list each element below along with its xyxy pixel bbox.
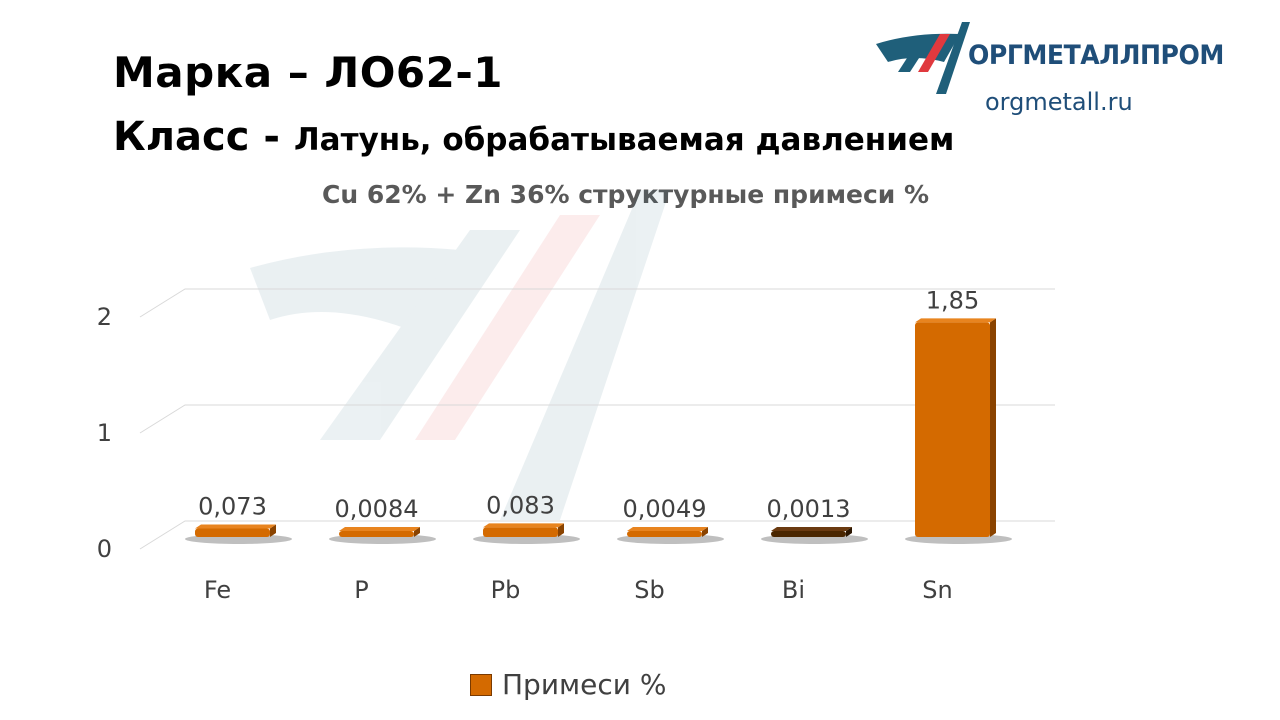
legend-label: Примеси %: [502, 668, 667, 701]
y-tick-label: 0: [97, 535, 112, 563]
data-label-bi: 0,0013: [767, 495, 851, 523]
y-tick-label: 2: [97, 303, 112, 331]
chart-bars: [185, 318, 1012, 544]
bar-pb: [473, 523, 580, 544]
gridline: [139, 288, 1055, 318]
gridline: [139, 520, 1055, 550]
bar-sb: [617, 527, 724, 544]
chart-watermark: [250, 190, 670, 520]
data-label-pb: 0,083: [486, 491, 555, 519]
class-heading: Класс - Латунь, обрабатываемая давлением: [113, 114, 954, 160]
legend-swatch: [470, 673, 492, 696]
grade-value: ЛО62-1: [324, 48, 504, 97]
chart-title: Cu 62% + Zn 36% структурные примеси %: [322, 180, 930, 209]
data-labels: 0,073 0,0084 0,083 0,0049 0,0013 1,85: [198, 286, 979, 523]
x-tick-label-fe: Fe: [204, 576, 231, 604]
data-label-fe: 0,073: [198, 493, 267, 521]
grade-heading: Марка – ЛО62-1: [113, 48, 503, 97]
bar-sn: [905, 318, 1012, 544]
data-label-sn: 1,85: [926, 286, 979, 314]
grade-dash: –: [287, 48, 325, 97]
company-logo-icon: [876, 22, 970, 94]
grade-label: Марка: [113, 48, 273, 97]
x-tick-label-sn: Sn: [922, 576, 952, 604]
class-label: Класс -: [113, 114, 280, 160]
bar-p: [329, 527, 436, 544]
x-tick-label-pb: Pb: [491, 576, 521, 604]
x-tick-label-bi: Bi: [782, 576, 805, 604]
chart-gridlines: [139, 288, 1055, 550]
gridline: [139, 404, 1055, 434]
y-tick-label: 1: [97, 419, 112, 447]
data-label-p: 0,0084: [335, 495, 419, 523]
class-value: Латунь, обрабатываемая давлением: [293, 122, 955, 158]
x-axis-categories: Fe P Pb Sb Bi Sn: [204, 576, 953, 604]
chart-legend: Примеси %: [470, 668, 666, 701]
bar-bi: [761, 527, 868, 544]
y-axis-ticks: 0 1 2: [97, 303, 112, 563]
logo-company-name: ОРГМЕТАЛЛПРОМ: [968, 40, 1224, 71]
bar-fe: [185, 524, 292, 544]
x-tick-label-sb: Sb: [634, 576, 664, 604]
logo-website-link[interactable]: orgmetall.ru: [985, 88, 1133, 116]
x-tick-label-p: P: [354, 576, 368, 604]
data-label-sb: 0,0049: [623, 495, 707, 523]
